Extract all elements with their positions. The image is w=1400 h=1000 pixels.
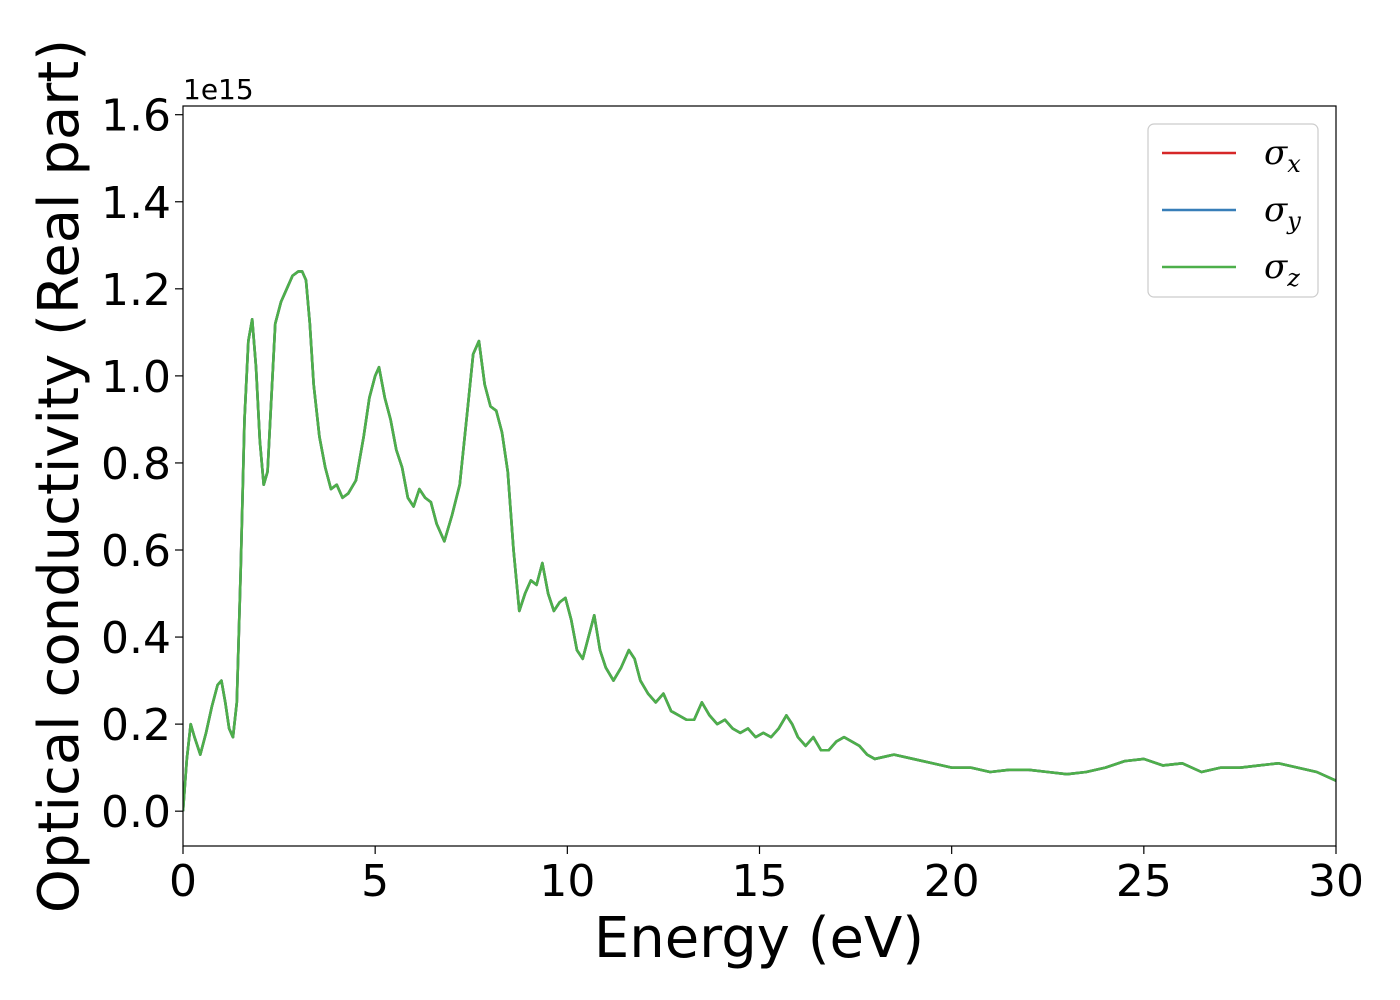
x-tick-label: 15	[732, 856, 788, 907]
legend-label-z: σz	[1264, 247, 1300, 292]
y-tick-label: 1.6	[101, 91, 171, 142]
legend-label-x: σx	[1264, 133, 1301, 178]
y-tick-label: 0.4	[101, 613, 171, 664]
legend-symbol: σ	[1264, 133, 1288, 173]
y-axis: 0.0 0.2 0.4 0.6 0.8 1.0 1.2 1.4 1.6	[101, 91, 183, 838]
legend-subscript: z	[1286, 264, 1300, 292]
x-tick-label: 25	[1116, 856, 1172, 907]
legend-symbol: σ	[1264, 247, 1288, 287]
x-axis-label: Energy (eV)	[594, 906, 924, 971]
x-tick-label: 20	[924, 856, 980, 907]
y-axis-label: Optical conductivity (Real part)	[27, 39, 92, 913]
y-tick-label: 1.0	[101, 352, 171, 403]
y-tick-label: 0.6	[101, 526, 171, 577]
legend-symbol: σ	[1264, 190, 1288, 230]
y-tick-label: 0.8	[101, 439, 171, 490]
y-offset-text: 1e15	[183, 73, 254, 106]
y-tick-label: 0.0	[101, 787, 171, 838]
series-layer	[183, 270, 1336, 812]
y-tick-label: 0.2	[101, 700, 171, 751]
legend-label-y: σy	[1264, 190, 1301, 235]
legend-subscript: x	[1287, 150, 1301, 178]
x-tick-label: 10	[539, 856, 595, 907]
y-tick-label: 1.2	[101, 265, 171, 316]
x-tick-label: 30	[1308, 856, 1364, 907]
series-line-y	[183, 270, 1336, 812]
series-line-x	[183, 270, 1336, 812]
series-line-z	[183, 270, 1336, 812]
x-tick-label: 5	[361, 856, 389, 907]
legend-subscript: y	[1286, 207, 1301, 235]
x-tick-label: 0	[169, 856, 197, 907]
y-tick-label: 1.4	[101, 178, 171, 229]
x-axis: 0 5 10 15 20 25 30	[169, 846, 1364, 907]
